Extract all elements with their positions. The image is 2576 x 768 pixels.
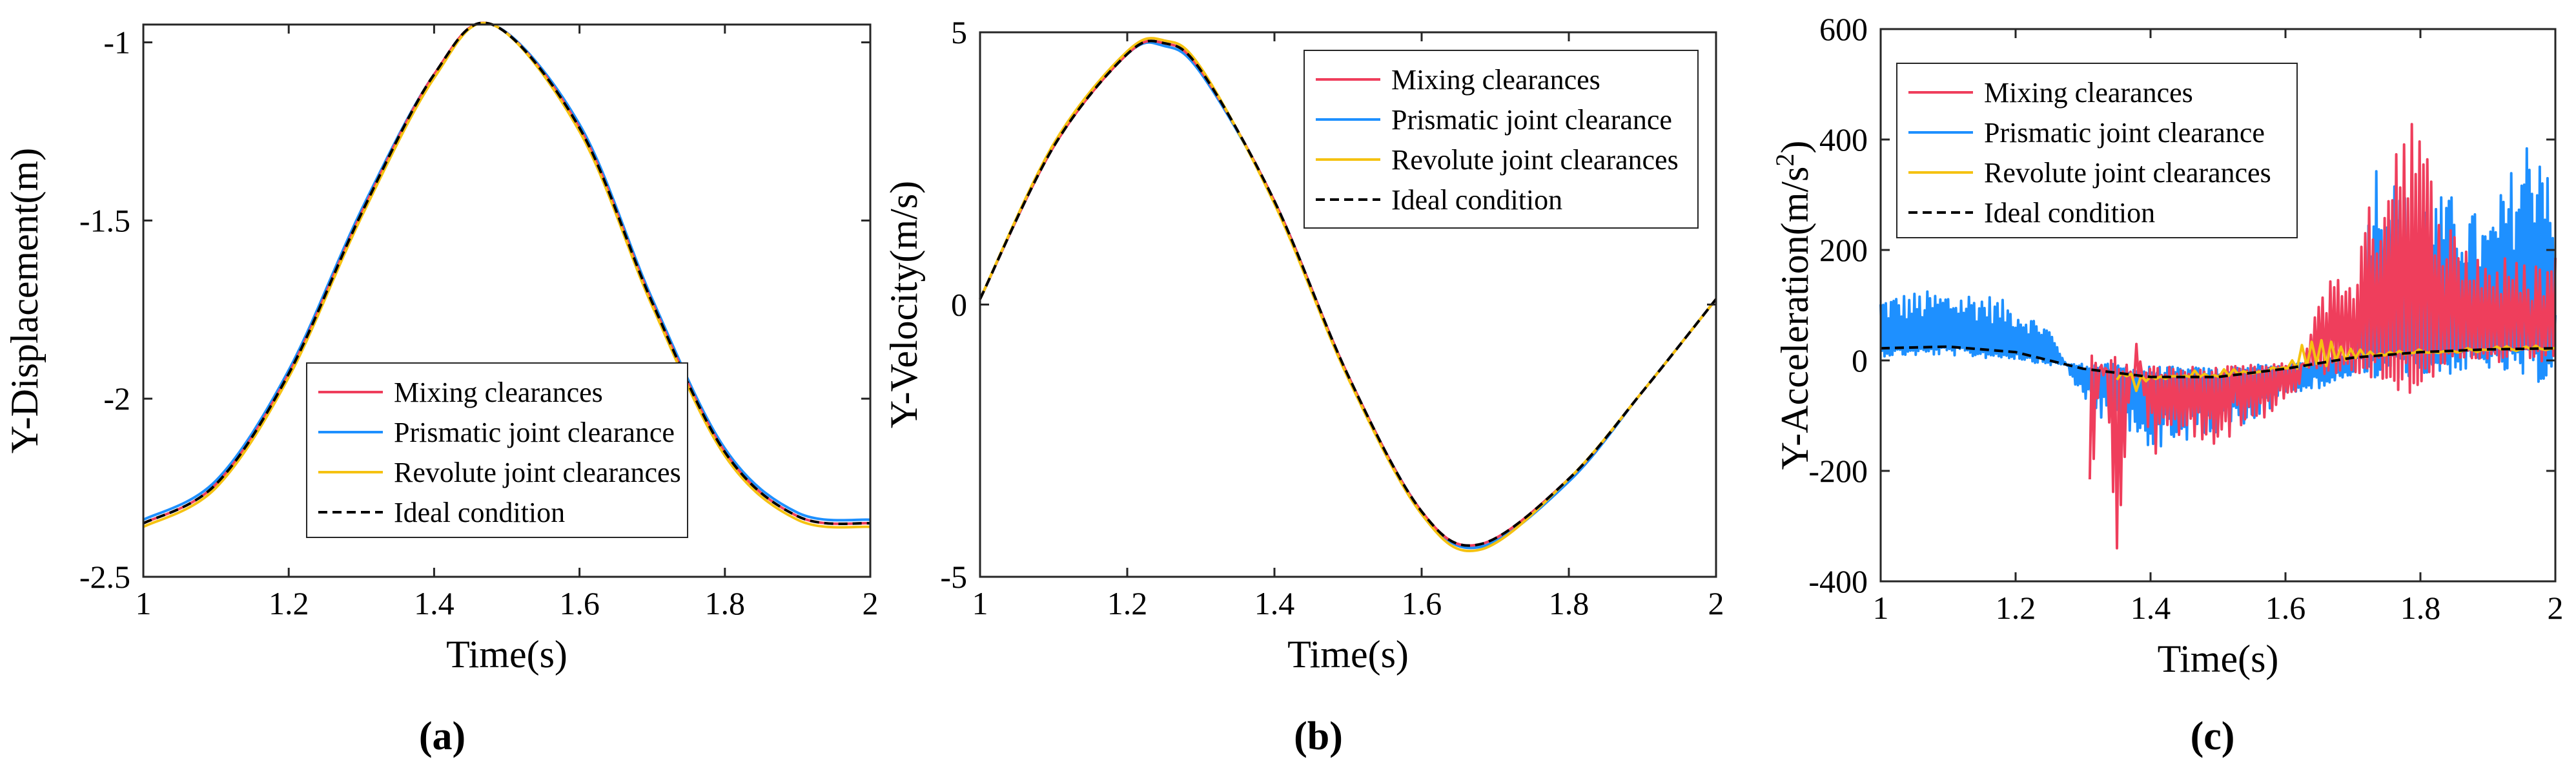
x-tick-label: 1.4 [414,585,455,621]
legend-label: Ideal condition [394,497,565,528]
x-tick-label: 1 [972,585,988,621]
legend-label: Mixing clearances [394,377,603,408]
x-tick-label: 2 [863,585,879,621]
y-axis-label: Y-Velocity(m/s) [883,181,925,428]
panel-label: (a) [419,714,465,758]
legend-label: Mixing clearances [1391,64,1600,96]
x-tick-label: 1.4 [2131,590,2171,626]
y-tick-label: -5 [940,559,967,595]
x-tick-label: 1.8 [705,585,746,621]
x-tick-label: 1.6 [1402,585,1442,621]
legend-label: Revolute joint clearances [1391,144,1679,176]
y-tick-label: -1 [103,25,130,61]
axes-box [1879,28,2557,583]
x-tick-label: 1.8 [2400,590,2441,626]
axes-box [142,23,872,578]
y-axis-label-main: Y-Velocity(m/s) [883,181,925,428]
panel-label: (c) [2191,714,2235,758]
series-mixing-clearances [2088,123,2557,550]
series-ideal-condition [979,39,1717,547]
y-axis-label-sup: 2 [1770,154,1799,167]
x-tick-label: 1.8 [1549,585,1590,621]
x-tick-label: 2 [1708,585,1724,621]
y-tick-label: 400 [1819,121,1868,158]
y-tick-label: -1.5 [79,202,130,238]
y-tick-label: -2 [103,380,130,417]
y-axis-label-suffix: ) [1774,141,1816,154]
legend-label: Prismatic joint clearance [1984,117,2265,149]
x-tick-label: 1.2 [1107,585,1148,621]
y-axis-label-main: Y-Acceleration(m/s [1774,167,1816,470]
y-tick-label: -400 [1808,563,1868,599]
panel-a: 1 1.2 1.4 1.6 1.8 2 -2.5 -2 -1.5 -1 Time(s) Y-Displ… [3,21,879,758]
x-tick-label: 1.6 [2265,590,2306,626]
legend-label: Revolute joint clearances [394,457,681,488]
y-tick-label: 0 [1852,342,1868,379]
legend-label: Prismatic joint clearance [394,417,675,448]
x-axis-label: Time(s) [446,633,567,676]
x-tick-label: 1.2 [1996,590,2036,626]
x-tick-label: 1.6 [559,585,600,621]
y-axis-label-main: Y-Displacement(m) [3,148,46,453]
x-tick-label: 1 [1873,590,1889,626]
y-tick-label: 200 [1819,232,1868,268]
legend-label: Revolute joint clearances [1984,157,2271,189]
y-axis-label: Y-Displacement(m) [3,148,46,453]
panel-c: 1 1.2 1.4 1.6 1.8 2 -400 -200 0 200 400 600 Time(s) Y… [1770,11,2564,758]
x-tick-label: 1.2 [269,585,309,621]
x-tick-label: 2 [2548,590,2564,626]
x-axis-label: Time(s) [2158,638,2279,680]
x-axis-label: Time(s) [1287,633,1409,676]
legend-label: Mixing clearances [1984,77,2193,109]
legend-label: Ideal condition [1984,197,2155,229]
legend-label: Prismatic joint clearance [1391,104,1672,136]
panel-b: 1 1.2 1.4 1.6 1.8 2 -5 0 5 Time(s) Y-Velocity(m/s)… [883,14,1724,758]
y-axis-label: Y-Acceleration(m/s2) [1770,141,1817,470]
y-tick-label: 0 [951,287,967,323]
y-tick-label: 5 [951,14,967,50]
legend-label: Ideal condition [1391,184,1562,216]
y-tick-label: 600 [1819,11,1868,47]
x-tick-label: 1 [136,585,152,621]
panel-label: (b) [1294,714,1343,758]
x-tick-label: 1.4 [1254,585,1295,621]
y-tick-label: -2.5 [79,559,130,595]
y-tick-label: -200 [1808,453,1868,489]
